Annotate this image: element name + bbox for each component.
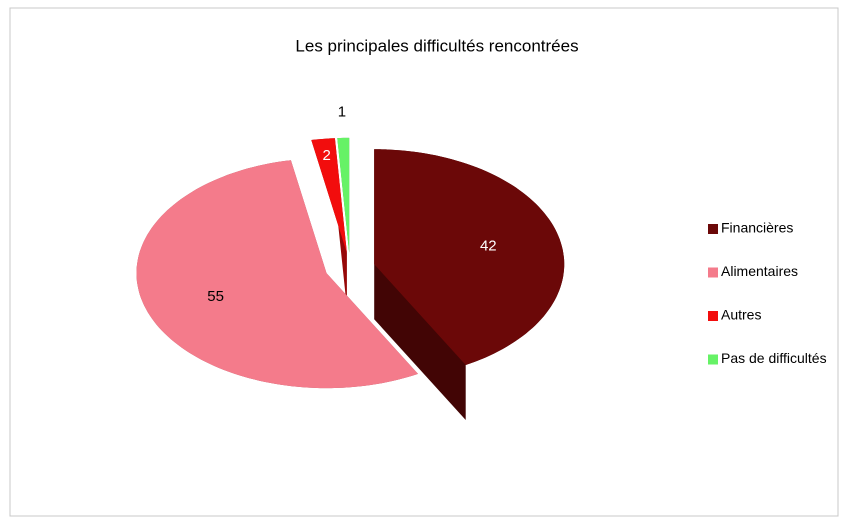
- legend-swatch: [708, 224, 718, 234]
- legend-label: Pas de difficultés: [721, 350, 827, 366]
- legend-label: Financières: [721, 220, 793, 236]
- data-label: 55: [207, 288, 224, 305]
- legend-swatch: [708, 267, 718, 278]
- slice-top: [136, 160, 418, 389]
- data-label: 2: [322, 147, 330, 164]
- data-label: 42: [480, 237, 497, 254]
- pie-slice: [136, 160, 418, 444]
- legend-label: Autres: [721, 307, 761, 323]
- legend-swatch: [708, 311, 718, 321]
- pie-slice: [374, 149, 565, 420]
- pie-slice: [311, 138, 347, 308]
- data-label: 1: [338, 104, 346, 121]
- pie-slice: [337, 137, 350, 308]
- slice-top: [374, 149, 565, 365]
- legend-swatch: [708, 354, 718, 365]
- slice-top: [337, 137, 350, 253]
- chart-title: Les principales difficultés rencontrées: [295, 36, 578, 55]
- slice-top: [311, 138, 347, 253]
- legend-label: Alimentaires: [721, 263, 798, 279]
